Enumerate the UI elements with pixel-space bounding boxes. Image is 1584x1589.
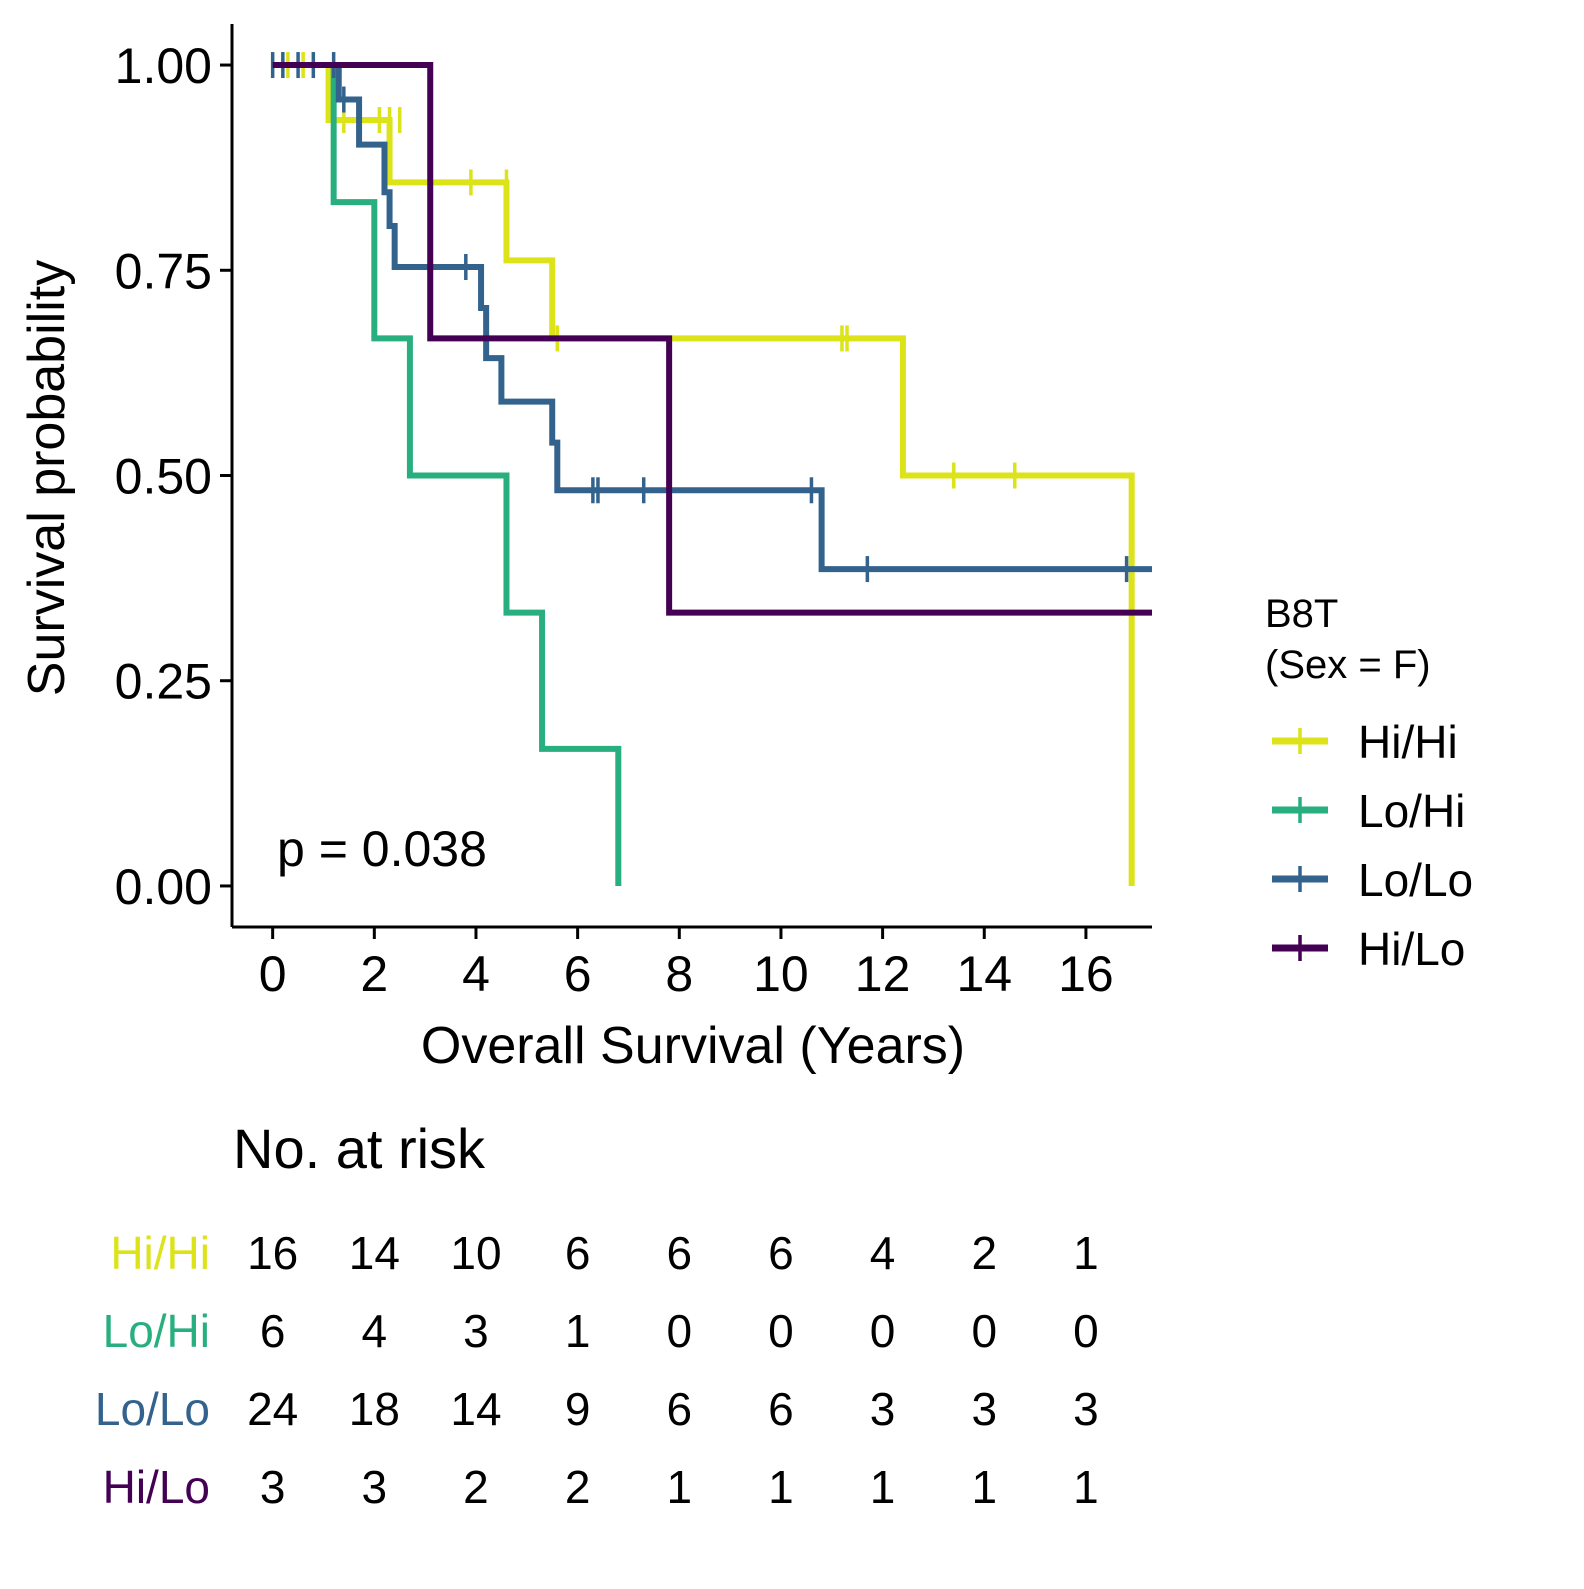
y-tick-label: 0.00 — [115, 859, 212, 915]
risk-count: 9 — [565, 1383, 591, 1435]
risk-count: 10 — [450, 1227, 501, 1279]
legend-title-line1: B8T — [1265, 592, 1338, 636]
legend-label: Hi/Hi — [1358, 716, 1458, 768]
risk-count: 6 — [768, 1227, 794, 1279]
risk-count: 14 — [349, 1227, 400, 1279]
legend-title-line2: (Sex = F) — [1265, 643, 1431, 687]
y-tick-label: 1.00 — [115, 38, 212, 94]
series-line-lo-hi — [272, 62, 622, 886]
risk-count: 3 — [971, 1383, 997, 1435]
risk-count: 3 — [1073, 1383, 1099, 1435]
risk-count: 3 — [870, 1383, 896, 1435]
risk-count: 4 — [362, 1305, 388, 1357]
risk-count: 1 — [870, 1461, 896, 1513]
risk-count: 0 — [971, 1305, 997, 1357]
risk-count: 3 — [463, 1305, 489, 1357]
risk-count: 6 — [260, 1305, 286, 1357]
series-line-hi-hi — [272, 62, 1135, 886]
x-tick-label: 14 — [956, 946, 1012, 1002]
risk-count: 0 — [666, 1305, 692, 1357]
y-tick-label: 0.50 — [115, 449, 212, 505]
x-tick-label: 8 — [665, 946, 693, 1002]
x-tick-label: 2 — [360, 946, 388, 1002]
series-line-lo-lo — [272, 62, 1152, 573]
risk-row-label: Lo/Hi — [103, 1305, 210, 1357]
risk-table-title: No. at risk — [233, 1117, 486, 1180]
x-tick-label: 16 — [1058, 946, 1114, 1002]
risk-row-label: Hi/Hi — [110, 1227, 210, 1279]
risk-table: Hi/Hi 16 14 10 6 6 6 4 2 1Lo/Hi 6 4 3 1 0 0 0 0 0Lo/Lo 24 18… — [95, 1227, 1099, 1513]
risk-count: 1 — [768, 1461, 794, 1513]
x-tick-label: 10 — [753, 946, 809, 1002]
risk-count: 14 — [450, 1383, 501, 1435]
x-tick-label: 0 — [259, 946, 287, 1002]
risk-count: 1 — [971, 1461, 997, 1513]
x-tick-label: 6 — [564, 946, 592, 1002]
risk-row-label: Lo/Lo — [95, 1383, 210, 1435]
risk-row-label: Hi/Lo — [103, 1461, 210, 1513]
plot-area: 0 2 4 6 8 10 12 14 16 0.00 0.25 0.50 0.75 1.00 — [115, 24, 1152, 1002]
risk-count: 18 — [349, 1383, 400, 1435]
risk-count: 6 — [565, 1227, 591, 1279]
risk-count: 0 — [870, 1305, 896, 1357]
risk-count: 1 — [1073, 1227, 1099, 1279]
risk-count: 6 — [768, 1383, 794, 1435]
y-axis-title: Survival probability — [18, 260, 76, 696]
risk-count: 0 — [1073, 1305, 1099, 1357]
x-tick-label: 4 — [462, 946, 490, 1002]
risk-count: 0 — [768, 1305, 794, 1357]
legend-label: Lo/Hi — [1358, 785, 1465, 837]
x-tick-label: 12 — [855, 946, 911, 1002]
risk-count: 2 — [463, 1461, 489, 1513]
series-line-hi-lo — [272, 62, 1152, 616]
risk-count: 16 — [247, 1227, 298, 1279]
legend: B8T (Sex = F) Hi/Hi Lo/Hi Lo/Lo Hi/Lo — [1265, 592, 1473, 975]
risk-count: 2 — [565, 1461, 591, 1513]
p-value-annotation: p = 0.038 — [277, 821, 487, 877]
risk-count: 4 — [870, 1227, 896, 1279]
risk-count: 6 — [666, 1383, 692, 1435]
y-tick-label: 0.75 — [115, 243, 212, 299]
risk-count: 3 — [362, 1461, 388, 1513]
legend-items: Hi/Hi Lo/Hi Lo/Lo Hi/Lo — [1272, 716, 1473, 975]
risk-count: 1 — [1073, 1461, 1099, 1513]
legend-label: Hi/Lo — [1358, 923, 1465, 975]
x-axis-title: Overall Survival (Years) — [421, 1017, 965, 1075]
risk-count: 24 — [247, 1383, 298, 1435]
risk-count: 2 — [971, 1227, 997, 1279]
risk-count: 1 — [565, 1305, 591, 1357]
risk-count: 3 — [260, 1461, 286, 1513]
y-tick-label: 0.25 — [115, 654, 212, 710]
risk-count: 1 — [666, 1461, 692, 1513]
legend-label: Lo/Lo — [1358, 854, 1473, 906]
risk-count: 6 — [666, 1227, 692, 1279]
